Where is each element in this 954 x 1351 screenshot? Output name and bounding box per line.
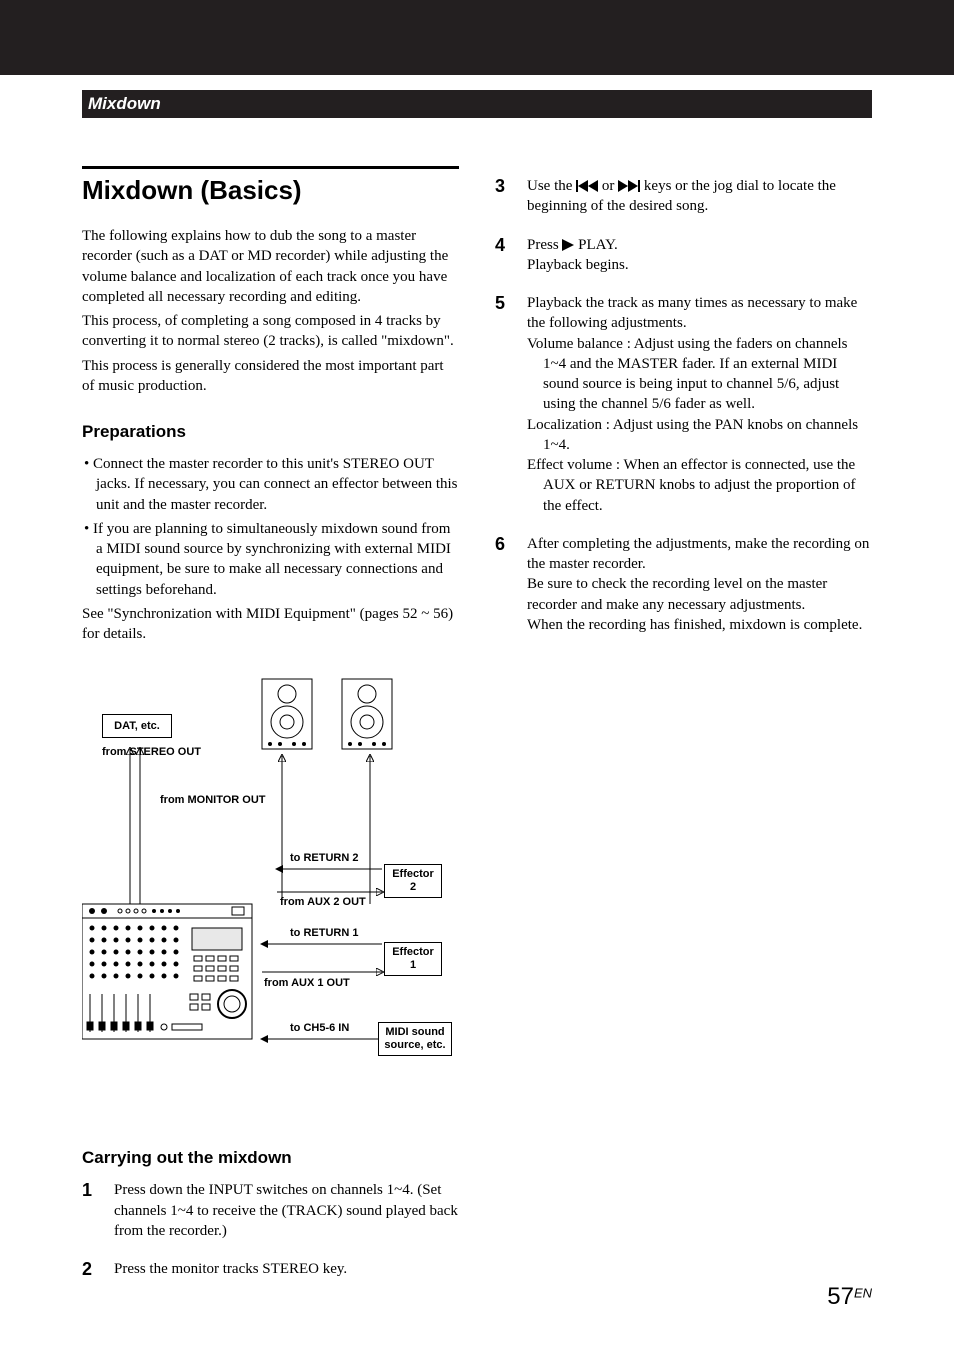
page-number-value: 57 [827,1283,854,1310]
step-6-body: After completing the adjustments, make t… [527,534,872,635]
from-aux-2-out-label: from AUX 2 OUT [280,896,366,908]
prep-bullet-1: • Connect the master recorder to this un… [82,454,459,515]
content-columns: Mixdown (Basics) The following explains … [82,166,872,1298]
step-2-num: 2 [82,1259,100,1280]
step-4-text-b: PLAY. [574,237,617,253]
intro-p3: This process is generally considered the… [82,356,459,397]
step-5-body: Playback the track as many times as nece… [527,293,872,516]
play-icon [562,239,574,251]
prep-after: See "Synchronization with MIDI Equipment… [82,604,459,645]
to-ch56-in-label: to CH5-6 IN [290,1022,349,1034]
step-5-localization: Localization : Adjust using the PAN knob… [527,415,872,456]
carrying-heading: Carrying out the mixdown [82,1148,459,1168]
step-4-text-a: Press [527,237,562,253]
step-3-text-b: or [598,178,618,194]
step-5-lead: Playback the track as many times as nece… [527,293,872,334]
step-5-effect: Effect volume : When an effector is conn… [527,455,872,516]
from-stereo-out-label: from STEREO OUT [102,746,201,758]
step-4-body: Press PLAY. Playback begins. [527,235,629,276]
intro-p2: This process, of completing a song compo… [82,311,459,352]
step-3-num: 3 [495,176,513,217]
to-return-1-label: to RETURN 1 [290,927,358,939]
left-column: Mixdown (Basics) The following explains … [82,166,459,1298]
step-5-volume: Volume balance : Adjust using the faders… [527,334,872,415]
step-6: 6 After completing the adjustments, make… [495,534,872,635]
step-3-text-a: Use the [527,178,576,194]
step-5-num: 5 [495,293,513,516]
preparations-heading: Preparations [82,422,459,442]
step-6-b: Be sure to check the recording level on … [527,574,872,615]
prep-bullet-2: • If you are planning to simultaneously … [82,519,459,600]
midi-source-box: MIDI sound source, etc. [378,1022,452,1056]
page-number-suffix: EN [854,1286,872,1301]
step-4-num: 4 [495,235,513,276]
step-6-a: After completing the adjustments, make t… [527,534,872,575]
next-track-icon [618,180,640,192]
prev-track-icon [576,180,598,192]
step-2: 2 Press the monitor tracks STEREO key. [82,1259,459,1280]
from-aux-1-out-label: from AUX 1 OUT [264,977,350,989]
right-column: 3 Use the or keys or the jog dial to loc… [495,166,872,1298]
step-2-body: Press the monitor tracks STEREO key. [114,1259,347,1280]
to-return-2-label: to RETURN 2 [290,852,358,864]
step-1: 1 Press down the INPUT switches on chann… [82,1180,459,1241]
step-1-num: 1 [82,1180,100,1241]
section-header-bar: Mixdown [82,90,872,118]
top-black-bar [0,0,954,75]
step-5: 5 Playback the track as many times as ne… [495,293,872,516]
intro-p1: The following explains how to dub the so… [82,226,459,307]
page-number: 57EN [827,1283,872,1311]
step-4: 4 Press PLAY. Playback begins. [495,235,872,276]
step-4-text-c: Playback begins. [527,255,629,275]
section-header-text: Mixdown [88,94,161,114]
effector-1-box: Effector 1 [384,942,442,976]
title-rule [82,166,459,169]
effector-2-box: Effector 2 [384,864,442,898]
step-6-num: 6 [495,534,513,635]
step-1-body: Press down the INPUT switches on channel… [114,1180,459,1241]
step-6-c: When the recording has finished, mixdown… [527,615,872,635]
connection-diagram: DAT, etc. from STEREO OUT from MONITOR O… [82,674,452,1104]
page-title: Mixdown (Basics) [82,175,459,206]
dat-box: DAT, etc. [102,714,172,738]
step-3: 3 Use the or keys or the jog dial to loc… [495,176,872,217]
step-3-body: Use the or keys or the jog dial to locat… [527,176,872,217]
from-monitor-out-label: from MONITOR OUT [160,794,266,806]
